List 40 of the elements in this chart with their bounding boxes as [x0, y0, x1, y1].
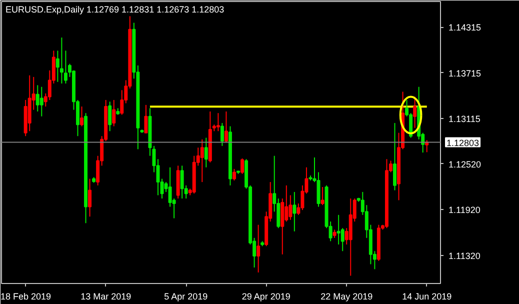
chart-title: EURUSD.Exp,Daily 1.12769 1.12831 1.12673 1.12803 [6, 4, 224, 14]
candlestick [108, 101, 112, 132]
x-tick-label: 29 Apr 2019 [242, 292, 290, 302]
candlestick [88, 178, 92, 218]
candlestick [280, 198, 284, 255]
candlestick [340, 228, 344, 252]
x-tick-label: 14 Jun 2019 [402, 292, 452, 302]
y-tick-label: 1.13715 [448, 68, 482, 78]
x-tick-label: 5 Apr 2019 [164, 292, 208, 302]
candlestick [256, 224, 260, 273]
candlestick [292, 191, 296, 232]
x-tick-label: 13 Mar 2019 [80, 292, 132, 302]
candlestick [224, 110, 228, 144]
candlestick [240, 158, 244, 174]
x-tick-label: 18 Feb 2019 [0, 292, 52, 302]
y-tick-label: 1.11320 [448, 250, 480, 261]
y-tick-label: 1.12520 [448, 159, 482, 170]
candlestick [336, 214, 340, 245]
candlestick [220, 122, 224, 146]
candlestick [232, 168, 236, 181]
candlestick [60, 37, 64, 84]
candlestick [144, 104, 148, 134]
candlestick [40, 86, 44, 117]
candlestick [316, 172, 320, 208]
y-tick-label: 1.14315 [448, 22, 482, 33]
candlestick [120, 90, 124, 116]
candlestick [200, 138, 204, 183]
candlestick [180, 165, 184, 200]
y-tick-label: 1.11920 [448, 205, 480, 216]
candlestick [64, 50, 68, 84]
candlestick [216, 112, 220, 132]
x-tick-label: 22 May 2019 [320, 292, 373, 302]
y-tick-label: 1.13115 [448, 114, 480, 124]
candlestick [112, 99, 116, 127]
candlestick [393, 122, 396, 191]
candlestick [80, 106, 84, 127]
candlestick [204, 137, 208, 168]
candlestick [320, 186, 324, 206]
ref-line-label: 1.12803 [446, 138, 480, 148]
candlestick [413, 96, 417, 128]
